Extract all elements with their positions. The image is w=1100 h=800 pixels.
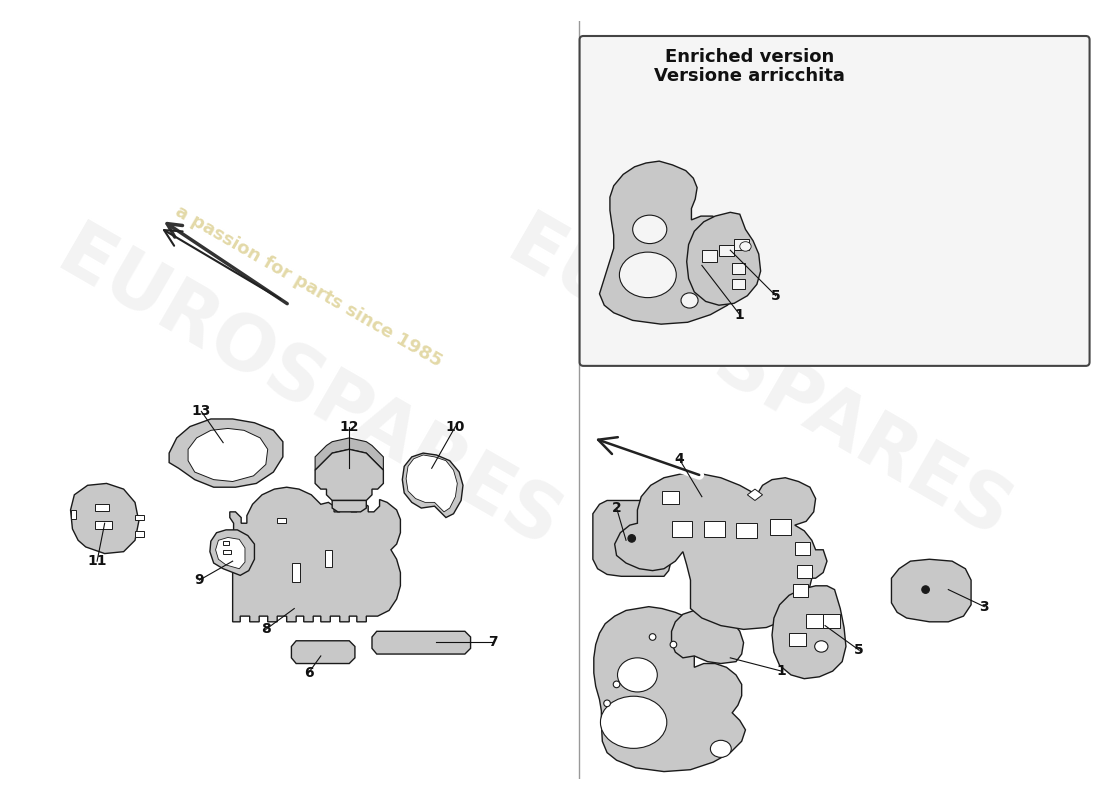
Bar: [223, 542, 229, 545]
Bar: [736, 523, 757, 538]
Ellipse shape: [628, 534, 636, 542]
Polygon shape: [230, 487, 400, 622]
Polygon shape: [216, 538, 245, 569]
Polygon shape: [315, 438, 384, 470]
Polygon shape: [292, 641, 355, 663]
Polygon shape: [169, 419, 283, 487]
Text: 9: 9: [195, 573, 205, 587]
Bar: [702, 250, 717, 262]
Text: 13: 13: [191, 404, 211, 418]
Bar: [324, 550, 332, 567]
Text: 5: 5: [771, 289, 781, 302]
Ellipse shape: [681, 293, 698, 308]
Bar: [796, 565, 812, 578]
Text: Versione arricchita: Versione arricchita: [653, 67, 845, 85]
Polygon shape: [188, 429, 267, 482]
Ellipse shape: [922, 586, 930, 594]
Polygon shape: [891, 559, 971, 622]
Polygon shape: [593, 501, 671, 576]
Text: 3: 3: [979, 600, 989, 614]
Text: 2: 2: [612, 501, 621, 515]
Ellipse shape: [711, 740, 732, 758]
Bar: [135, 531, 144, 537]
Bar: [733, 278, 746, 289]
Bar: [719, 245, 734, 256]
Bar: [793, 584, 808, 597]
Ellipse shape: [815, 641, 828, 652]
Text: 1: 1: [735, 308, 745, 322]
Ellipse shape: [649, 634, 656, 640]
Polygon shape: [210, 530, 254, 575]
FancyBboxPatch shape: [580, 36, 1090, 366]
Ellipse shape: [601, 696, 667, 748]
Bar: [293, 563, 300, 582]
Text: Enriched version: Enriched version: [664, 48, 834, 66]
Text: 7: 7: [488, 634, 498, 649]
Polygon shape: [70, 483, 139, 554]
Bar: [96, 504, 109, 511]
Ellipse shape: [632, 215, 667, 243]
Text: 11: 11: [87, 554, 107, 568]
Ellipse shape: [617, 658, 658, 692]
Text: a passion for parts since 1985: a passion for parts since 1985: [623, 193, 895, 361]
Ellipse shape: [619, 252, 676, 298]
Bar: [70, 510, 76, 519]
Bar: [789, 633, 806, 646]
Bar: [96, 522, 112, 529]
Polygon shape: [615, 474, 827, 630]
Polygon shape: [671, 610, 744, 663]
Bar: [823, 614, 840, 627]
Text: 10: 10: [446, 419, 465, 434]
Ellipse shape: [613, 681, 620, 688]
Ellipse shape: [604, 700, 611, 706]
Ellipse shape: [670, 642, 676, 648]
Text: 6: 6: [304, 666, 313, 680]
Ellipse shape: [740, 242, 751, 251]
Bar: [662, 491, 679, 504]
Bar: [806, 614, 823, 627]
Polygon shape: [594, 606, 746, 771]
Bar: [770, 519, 791, 534]
Bar: [704, 522, 725, 537]
Text: EUROSPARES: EUROSPARES: [44, 217, 572, 564]
Polygon shape: [772, 586, 846, 678]
Bar: [671, 522, 692, 537]
Bar: [734, 239, 749, 250]
Text: EUROSPARES: EUROSPARES: [495, 207, 1023, 555]
Polygon shape: [372, 631, 471, 654]
Bar: [733, 263, 746, 274]
Text: 4: 4: [674, 452, 684, 466]
Text: 12: 12: [340, 419, 359, 434]
Polygon shape: [332, 501, 366, 512]
Text: 1: 1: [777, 664, 786, 678]
Polygon shape: [406, 455, 458, 512]
Polygon shape: [686, 212, 760, 306]
Text: a passion for parts since 1985: a passion for parts since 1985: [172, 202, 446, 370]
Bar: [223, 550, 231, 554]
Bar: [277, 518, 286, 523]
Polygon shape: [600, 161, 742, 324]
Polygon shape: [403, 453, 463, 518]
Text: 8: 8: [261, 622, 271, 637]
Polygon shape: [315, 450, 384, 501]
Bar: [135, 514, 144, 520]
Polygon shape: [747, 489, 762, 501]
Text: 5: 5: [855, 643, 865, 658]
Bar: [795, 542, 810, 555]
